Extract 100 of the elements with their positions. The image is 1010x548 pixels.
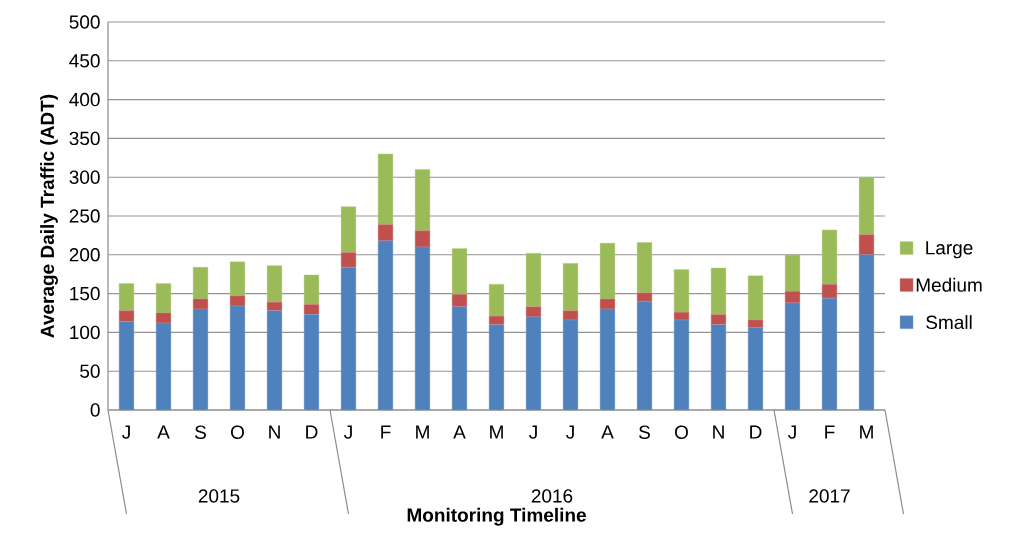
y-tick-label: 150 (70, 286, 100, 301)
bar (118, 283, 135, 311)
y-tick-label: 200 (69, 248, 100, 262)
bar (155, 283, 172, 314)
y-tick-label: 50 (80, 364, 100, 378)
bar (599, 308, 616, 411)
bar (673, 312, 690, 321)
y-tick-label: 350 (69, 131, 100, 146)
bar (747, 275, 764, 321)
bar (821, 298, 838, 411)
bar (858, 176, 875, 235)
bar (858, 254, 875, 411)
bar (858, 234, 875, 255)
bar (451, 306, 468, 411)
bar (784, 254, 801, 292)
bar (266, 265, 283, 303)
y-tick-label: 0 (90, 403, 100, 417)
bar (488, 315, 505, 325)
bar (821, 284, 838, 299)
bar (710, 314, 727, 325)
bar (784, 291, 801, 304)
x-tick-label: M (860, 425, 873, 439)
bar (340, 267, 357, 411)
y-tick-label: 500 (69, 15, 100, 29)
x-tick-label: A (601, 425, 614, 439)
text: 2016 (531, 489, 573, 503)
bar (599, 242, 616, 300)
bar (229, 305, 246, 411)
bar (155, 322, 172, 411)
bar (192, 267, 209, 300)
bar (451, 248, 468, 295)
x-tick-label: D (306, 425, 318, 439)
bar (525, 306, 542, 318)
legend-label: Medium (916, 277, 982, 292)
bar (192, 308, 209, 411)
bar (340, 252, 357, 268)
bar (303, 314, 320, 411)
bar (562, 310, 579, 321)
x-tick-label: J (788, 425, 796, 439)
bar (636, 292, 653, 302)
bar (599, 298, 616, 310)
text: 2017 (809, 489, 850, 503)
x-tick-label: N (269, 425, 280, 439)
bar (266, 310, 283, 411)
x-tick-label: F (825, 425, 835, 439)
bar (377, 224, 394, 242)
x-tick-label: A (157, 425, 170, 439)
text: 2015 (198, 489, 240, 503)
y-tick-label: 100 (70, 325, 100, 340)
bar (747, 327, 764, 411)
x-tick-label: J (529, 425, 537, 439)
bar (488, 284, 505, 317)
bar (562, 319, 579, 411)
bar (821, 229, 838, 285)
x-tick-label: S (195, 425, 206, 439)
x-tick-label: A (453, 425, 466, 439)
bar (340, 206, 357, 253)
y-tick-label: 450 (69, 54, 100, 68)
bar (414, 230, 431, 248)
x-tick-label: D (750, 425, 762, 439)
bar (636, 301, 653, 411)
y-tick-label: 400 (69, 92, 100, 107)
bar (673, 319, 690, 411)
x-tick-label: M (490, 425, 503, 439)
x-tick-label: F (381, 425, 391, 439)
bar (377, 153, 394, 225)
x-tick-label: O (231, 425, 244, 439)
bar (636, 242, 653, 294)
legend-label: Small (926, 315, 972, 330)
bar (414, 169, 431, 231)
x-tick-label: J (344, 425, 352, 439)
x-tick-label: O (675, 425, 688, 439)
bar (192, 298, 209, 310)
bar (229, 261, 246, 297)
bar (377, 240, 394, 411)
bar (710, 267, 727, 315)
bar (118, 321, 135, 411)
legend-label: Large (926, 241, 973, 259)
bar (266, 301, 283, 311)
bar (710, 324, 727, 411)
bar (488, 324, 505, 411)
bar (118, 310, 135, 322)
bar (525, 316, 542, 411)
bar (525, 253, 542, 307)
y-axis-title: Average Daily Traffic (ADT) (40, 94, 58, 338)
bar (303, 304, 320, 315)
bar (562, 263, 579, 311)
bar (747, 319, 764, 328)
x-tick-label: S (639, 425, 650, 439)
bar (414, 246, 431, 411)
y-tick-label: 250 (69, 209, 100, 223)
bar (155, 312, 172, 324)
y-tick-label: 300 (69, 170, 100, 184)
bar (303, 274, 320, 305)
bar (229, 295, 246, 307)
x-axis-title: Monitoring Timeline (407, 507, 586, 526)
bar (784, 302, 801, 411)
x-tick-label: J (566, 425, 574, 439)
bar (673, 269, 690, 313)
x-tick-label: M (416, 425, 429, 439)
